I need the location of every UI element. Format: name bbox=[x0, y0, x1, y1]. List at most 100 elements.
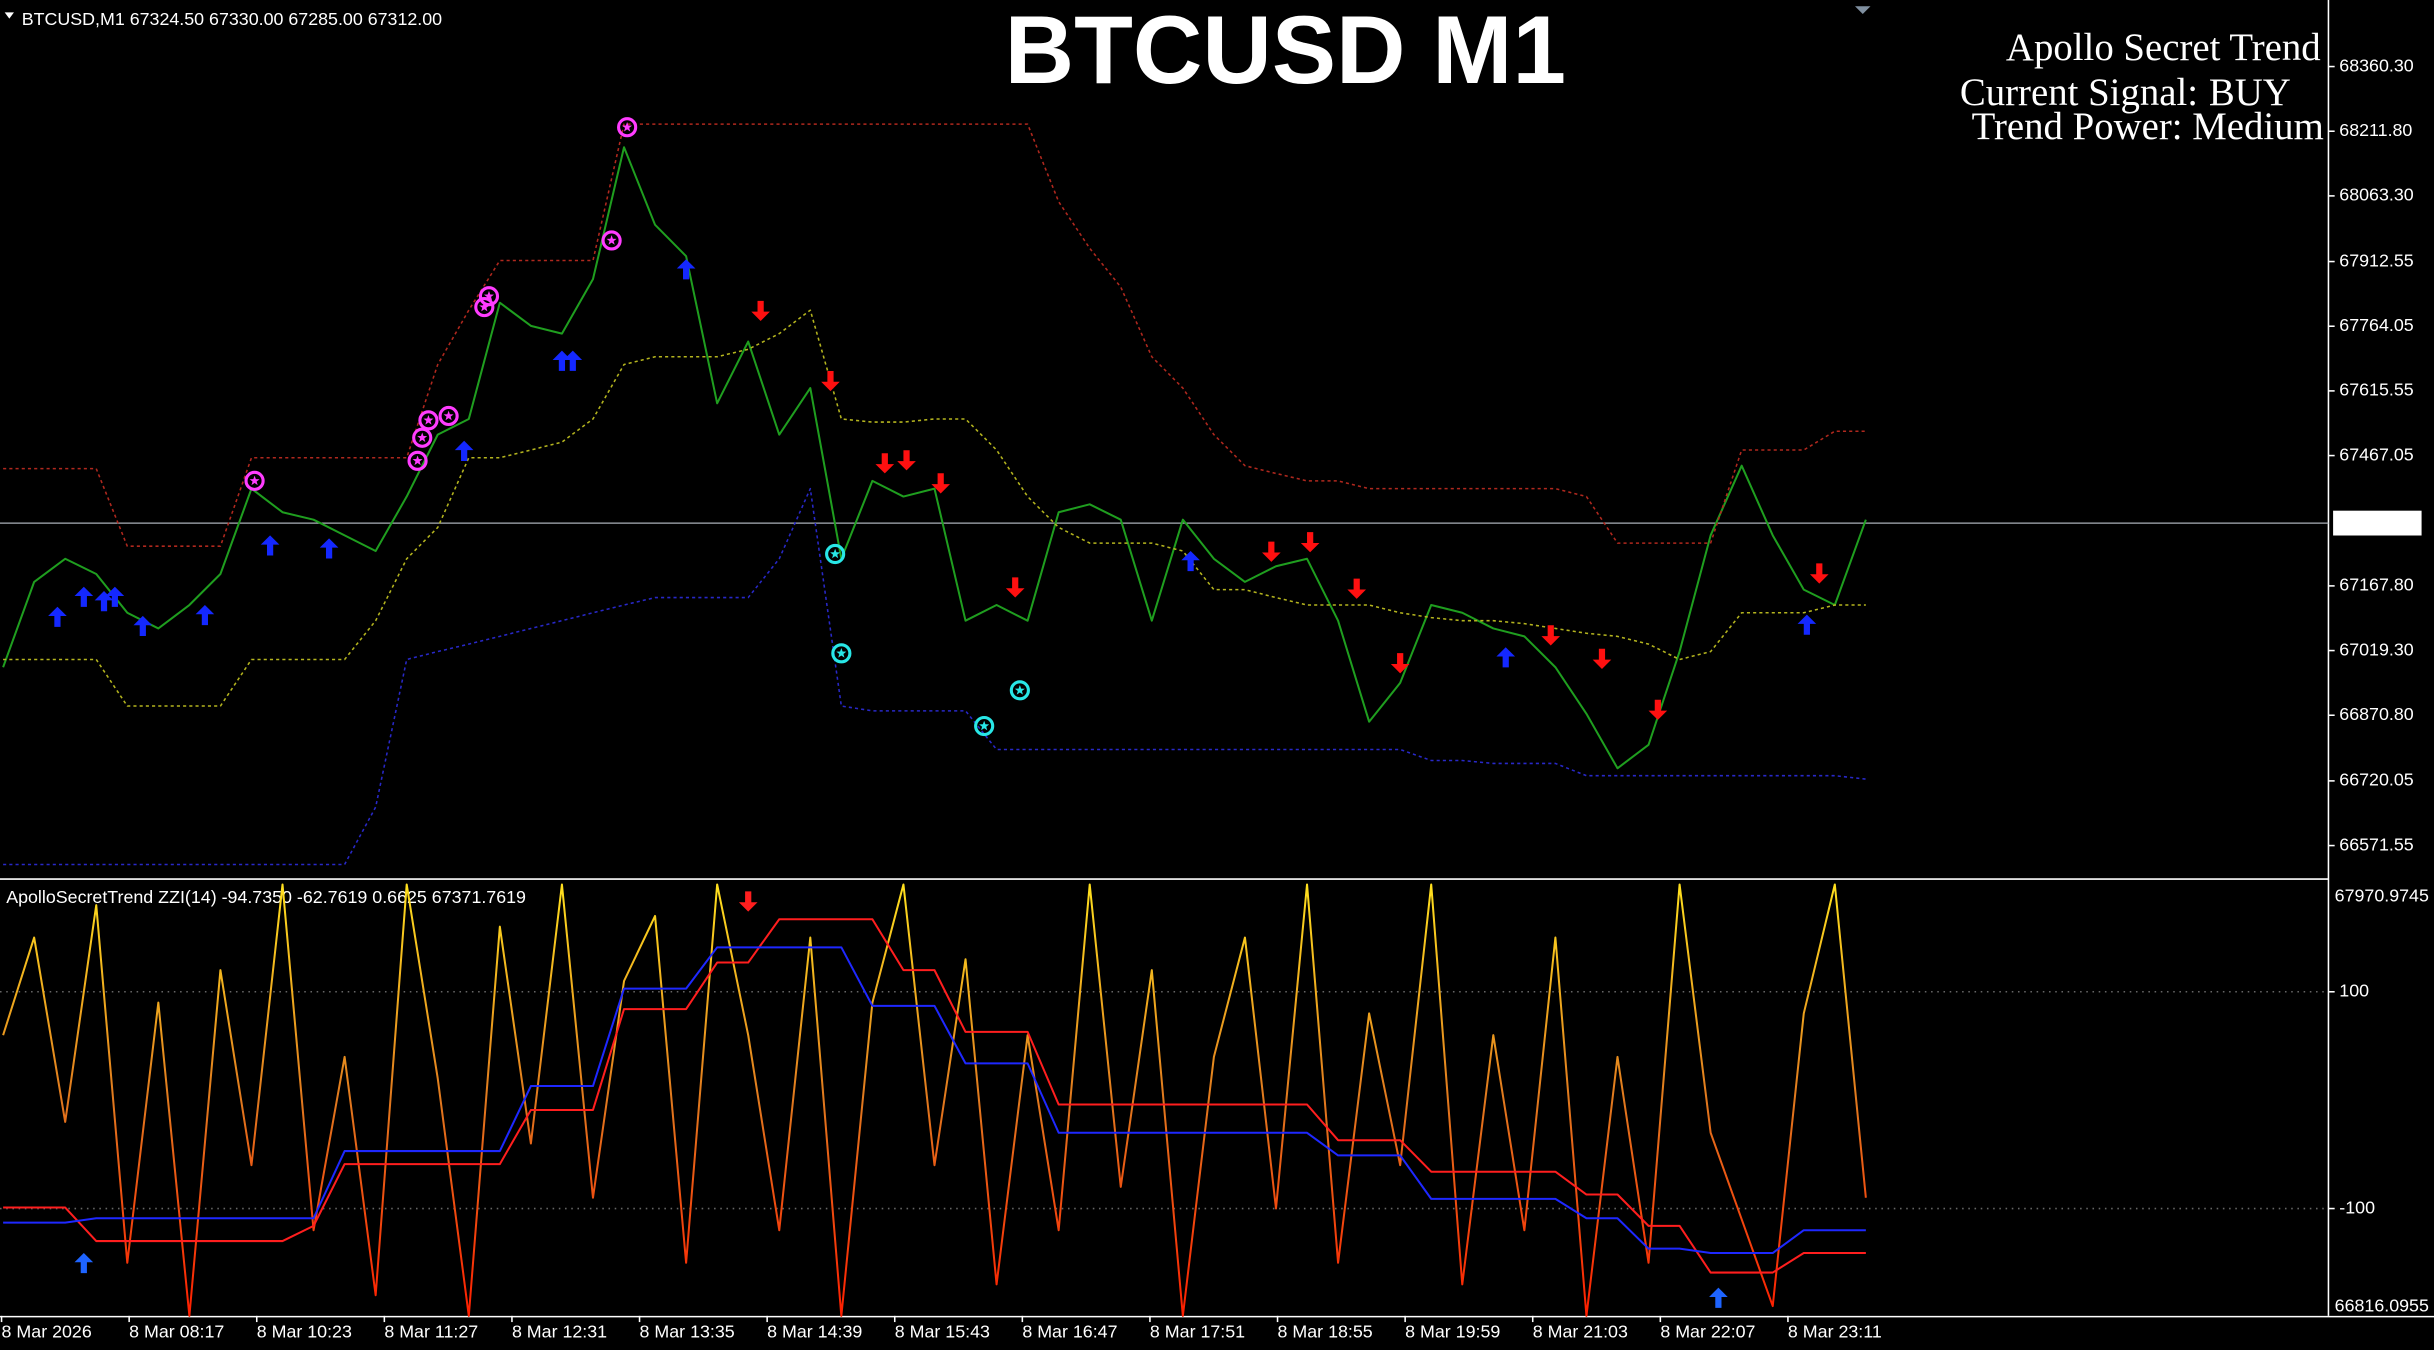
scale-min-label: 66816.0955 bbox=[2335, 1295, 2429, 1315]
x-tick-label: 8 Mar 10:23 bbox=[257, 1322, 352, 1342]
menu-triangle[interactable] bbox=[4, 12, 14, 19]
sell-arrow bbox=[897, 450, 916, 471]
star-shape bbox=[622, 121, 633, 132]
sell-arrow bbox=[931, 473, 951, 494]
buy-arrow bbox=[105, 586, 125, 607]
star-ring bbox=[412, 427, 433, 448]
star-shape bbox=[483, 290, 494, 301]
series-line bbox=[3, 946, 1866, 1255]
y-tick-label: 67019.30 bbox=[2339, 639, 2413, 659]
star-signal bbox=[1009, 680, 1030, 701]
sell-arrow bbox=[1347, 578, 1367, 599]
symbol-header: BTCUSD,M1 67324.50 67330.00 67285.00 673… bbox=[22, 9, 442, 29]
buy-arrow bbox=[74, 586, 94, 607]
buy-arrow bbox=[1181, 550, 1200, 572]
star-ring bbox=[617, 117, 638, 138]
x-tick-label: 8 Mar 17:51 bbox=[1150, 1322, 1245, 1342]
x-tick-label: 8 Mar 23:11 bbox=[1788, 1322, 1882, 1342]
star-ring bbox=[831, 643, 852, 664]
buy-arrow bbox=[94, 591, 114, 612]
buy-arrow bbox=[1797, 614, 1817, 635]
x-tick-label: 8 Mar 19:59 bbox=[1405, 1322, 1500, 1342]
series-line bbox=[3, 487, 1866, 866]
star-shape bbox=[479, 301, 490, 312]
y-tick-label: -100 bbox=[2339, 1197, 2375, 1217]
star-ring bbox=[478, 286, 500, 307]
y-tick-label: 67615.55 bbox=[2339, 380, 2413, 400]
star-signal bbox=[974, 715, 995, 737]
sell-arrow bbox=[1262, 541, 1281, 562]
buy-arrow bbox=[133, 615, 153, 637]
y-tick-label: 66870.80 bbox=[2339, 704, 2413, 724]
trend-power: Trend Power: Medium bbox=[1972, 105, 2324, 148]
x-tick-label: 8 Mar 18:55 bbox=[1278, 1322, 1373, 1342]
x-tick-label: 8 Mar 16:47 bbox=[1022, 1322, 1117, 1342]
star-signal bbox=[438, 405, 459, 427]
star-signal bbox=[601, 230, 622, 251]
star-signal bbox=[418, 410, 439, 431]
star-signal bbox=[407, 450, 428, 471]
sell-arrow bbox=[751, 300, 770, 321]
y-tick-label: 68063.30 bbox=[2339, 185, 2413, 205]
star-shape bbox=[606, 235, 617, 245]
current-price-box bbox=[2333, 510, 2422, 536]
x-tick-label: 8 Mar 21:03 bbox=[1533, 1322, 1628, 1342]
star-shape bbox=[249, 475, 260, 486]
y-tick-label: 67167.80 bbox=[2339, 575, 2413, 595]
current-price-label: 67312.00 bbox=[2339, 512, 2413, 532]
star-ring bbox=[825, 543, 846, 565]
x-tick-label: 8 Mar 14:39 bbox=[767, 1322, 862, 1342]
scale-max-label: 67970.9745 bbox=[2335, 886, 2429, 906]
star-ring bbox=[244, 470, 265, 491]
sell-arrow bbox=[1300, 532, 1320, 553]
star-signal bbox=[478, 286, 500, 307]
y-tick-label: 66571.55 bbox=[2339, 834, 2413, 854]
star-shape bbox=[443, 410, 454, 421]
star-ring bbox=[1009, 680, 1030, 701]
indicator-header: ApolloSecretTrend ZZI(14) -94.7350 -62.7… bbox=[6, 887, 526, 907]
buy-arrow bbox=[552, 350, 572, 371]
sell-arrow bbox=[1809, 563, 1829, 584]
series-line bbox=[3, 123, 1866, 547]
sell-arrow bbox=[875, 453, 895, 474]
shift-marker bbox=[1854, 6, 1871, 14]
star-ring bbox=[407, 450, 428, 471]
buy-arrow bbox=[1709, 1287, 1728, 1308]
star-signal bbox=[412, 427, 433, 448]
series-line bbox=[2, 883, 1867, 1317]
buy-arrow bbox=[676, 259, 696, 280]
star-shape bbox=[836, 648, 847, 658]
sell-arrow bbox=[1005, 577, 1025, 598]
star-signal bbox=[244, 470, 265, 491]
star-shape bbox=[1014, 685, 1025, 695]
x-tick-label: 8 Mar 15:43 bbox=[895, 1322, 990, 1342]
series-line bbox=[3, 309, 1866, 707]
x-tick-label: 8 Mar 11:27 bbox=[384, 1322, 478, 1342]
buy-arrow bbox=[48, 606, 67, 627]
y-tick-label: 68360.30 bbox=[2339, 55, 2413, 75]
y-tick-label: 100 bbox=[2339, 981, 2369, 1001]
sell-arrow bbox=[1541, 625, 1561, 646]
signal-value: BUY bbox=[2209, 71, 2291, 114]
star-shape bbox=[830, 548, 841, 559]
sell-arrow bbox=[1648, 699, 1668, 720]
x-tick-label: 8 Mar 08:17 bbox=[129, 1322, 224, 1342]
sell-arrow bbox=[1390, 653, 1410, 674]
star-ring bbox=[974, 715, 995, 737]
buy-arrow bbox=[1496, 647, 1516, 668]
buy-arrow bbox=[454, 440, 474, 461]
x-tick-label: 8 Mar 22:07 bbox=[1660, 1322, 1755, 1342]
series-line bbox=[3, 918, 1866, 1274]
x-tick-label: 8 Mar 2026 bbox=[2, 1322, 92, 1342]
y-tick-label: 66720.05 bbox=[2339, 770, 2413, 790]
x-tick-label: 8 Mar 13:35 bbox=[640, 1322, 735, 1342]
chart-title: BTCUSD M1 bbox=[1005, 0, 1566, 104]
x-tick-label: 8 Mar 12:31 bbox=[512, 1322, 607, 1342]
star-ring bbox=[418, 410, 439, 431]
sell-arrow bbox=[1592, 648, 1612, 669]
star-shape bbox=[417, 432, 428, 443]
buy-arrow bbox=[74, 1252, 94, 1274]
star-ring bbox=[474, 296, 495, 318]
